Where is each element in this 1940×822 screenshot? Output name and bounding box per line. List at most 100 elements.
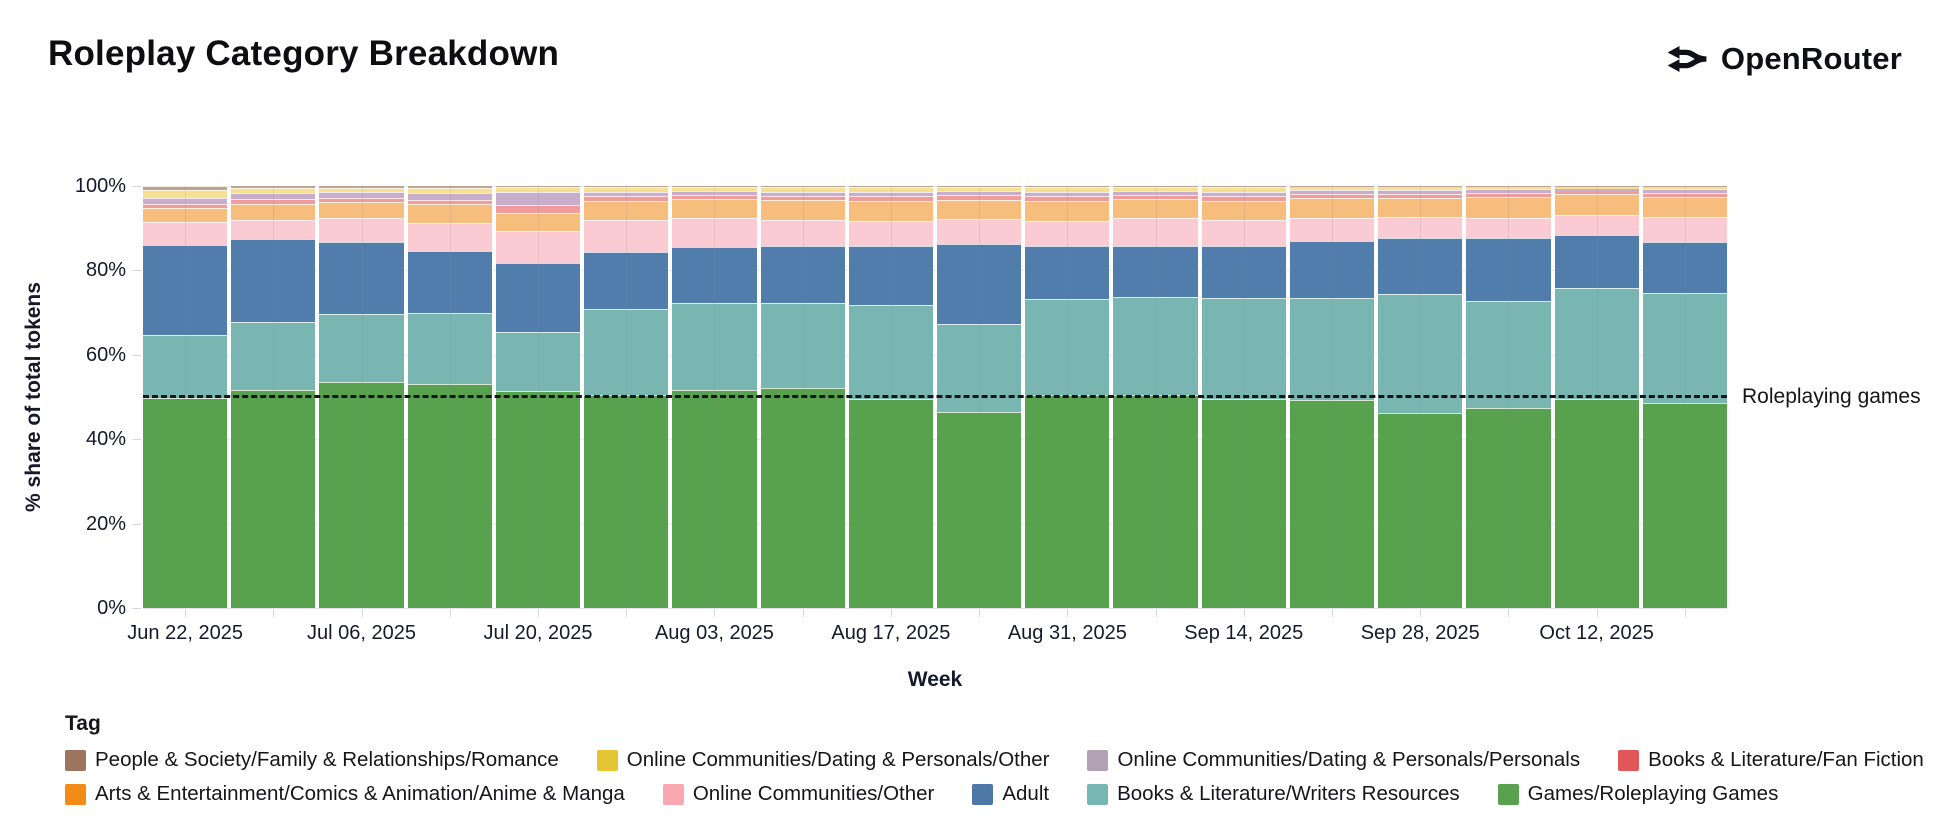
bar-segment[interactable]	[319, 218, 404, 243]
bar-segment[interactable]	[1201, 297, 1286, 399]
bar-segment[interactable]	[1642, 293, 1727, 404]
bar-segment[interactable]	[407, 383, 492, 608]
bar-sep-28-2025[interactable]	[1378, 186, 1463, 608]
bar-segment[interactable]	[1201, 200, 1286, 220]
bar-segment[interactable]	[407, 199, 492, 205]
bar-segment[interactable]	[760, 219, 845, 247]
bar-segment[interactable]	[1289, 298, 1375, 400]
bar-segment[interactable]	[1113, 246, 1198, 297]
bar-segment[interactable]	[672, 390, 757, 608]
bar-jul-06-2025[interactable]	[319, 186, 404, 608]
bar-segment[interactable]	[1025, 201, 1110, 221]
bar-segment[interactable]	[937, 411, 1022, 608]
bar-segment[interactable]	[1025, 186, 1110, 188]
bar-segment[interactable]	[937, 186, 1022, 188]
bar-segment[interactable]	[143, 190, 228, 198]
bar-segment[interactable]	[584, 309, 669, 395]
bar-segment[interactable]	[319, 382, 404, 608]
bar-segment[interactable]	[1378, 186, 1463, 188]
bar-segment[interactable]	[672, 191, 757, 196]
bar-segment[interactable]	[848, 200, 933, 221]
bar-segment[interactable]	[319, 191, 404, 198]
bar-segment[interactable]	[1378, 294, 1463, 414]
bar-segment[interactable]	[407, 313, 492, 384]
bar-segment[interactable]	[760, 186, 845, 188]
bar-segment[interactable]	[495, 213, 581, 231]
bar-segment[interactable]	[1113, 218, 1198, 247]
bar-segment[interactable]	[231, 390, 316, 608]
bar-sep-21-2025[interactable]	[1289, 186, 1375, 608]
bar-segment[interactable]	[1289, 197, 1375, 218]
bar-segment[interactable]	[1113, 395, 1198, 608]
bar-segment[interactable]	[937, 199, 1022, 220]
bar-segment[interactable]	[495, 186, 581, 188]
legend-item[interactable]: Adult	[972, 782, 1049, 806]
bar-segment[interactable]	[1289, 241, 1375, 299]
bar-segment[interactable]	[848, 186, 933, 188]
bar-segment[interactable]	[1554, 191, 1639, 195]
bar-jun-22-2025[interactable]	[143, 186, 228, 608]
bar-segment[interactable]	[1378, 197, 1463, 218]
bar-segment[interactable]	[1642, 186, 1727, 187]
bar-segment[interactable]	[1642, 241, 1727, 294]
bar-segment[interactable]	[319, 313, 404, 383]
bar-segment[interactable]	[848, 220, 933, 247]
bar-segment[interactable]	[672, 187, 757, 192]
bar-segment[interactable]	[584, 219, 669, 253]
bar-segment[interactable]	[1466, 300, 1551, 409]
bar-segment[interactable]	[319, 201, 404, 219]
bar-segment[interactable]	[672, 302, 757, 391]
bar-sep-07-2025[interactable]	[1113, 186, 1198, 608]
bar-segment[interactable]	[1201, 187, 1286, 192]
bar-segment[interactable]	[1554, 186, 1639, 187]
bar-segment[interactable]	[495, 331, 581, 392]
bar-segment[interactable]	[143, 398, 228, 608]
legend-item[interactable]: Games/Roleplaying Games	[1497, 782, 1778, 806]
bar-segment[interactable]	[760, 199, 845, 220]
legend-item[interactable]: People & Society/Family & Relationships/…	[65, 748, 559, 772]
bar-jul-20-2025[interactable]	[495, 186, 581, 608]
bar-segment[interactable]	[672, 247, 757, 303]
legend-item[interactable]: Online Communities/Other	[662, 782, 934, 806]
bar-segment[interactable]	[407, 186, 492, 189]
bar-segment[interactable]	[584, 186, 669, 188]
bar-segment[interactable]	[1025, 245, 1110, 300]
bar-segment[interactable]	[1466, 186, 1551, 187]
legend-item[interactable]: Online Communities/Dating & Personals/Pe…	[1087, 748, 1580, 772]
bar-oct-19-2025[interactable]	[1642, 186, 1727, 608]
bar-segment[interactable]	[584, 191, 669, 197]
bar-segment[interactable]	[319, 197, 404, 202]
bar-jun-29-2025[interactable]	[231, 186, 316, 608]
bar-segment[interactable]	[1554, 186, 1639, 190]
bar-segment[interactable]	[495, 391, 581, 608]
bar-segment[interactable]	[1113, 195, 1198, 199]
bar-segment[interactable]	[1113, 191, 1198, 195]
bar-segment[interactable]	[1289, 399, 1375, 608]
bar-segment[interactable]	[760, 303, 845, 388]
bar-segment[interactable]	[672, 218, 757, 248]
bar-aug-10-2025[interactable]	[760, 186, 845, 608]
bar-segment[interactable]	[495, 187, 581, 192]
bar-segment[interactable]	[848, 187, 933, 192]
legend-item[interactable]: Books & Literature/Fan Fiction	[1618, 748, 1924, 772]
bar-segment[interactable]	[848, 304, 933, 399]
bar-segment[interactable]	[1554, 194, 1639, 216]
bar-segment[interactable]	[1201, 196, 1286, 201]
bar-segment[interactable]	[937, 187, 1022, 192]
bar-segment[interactable]	[1378, 187, 1463, 190]
bar-segment[interactable]	[584, 187, 669, 192]
bar-segment[interactable]	[672, 195, 757, 199]
bar-segment[interactable]	[407, 192, 492, 200]
bar-segment[interactable]	[231, 219, 316, 239]
legend-item[interactable]: Arts & Entertainment/Comics & Animation/…	[65, 782, 625, 806]
bar-segment[interactable]	[1025, 395, 1110, 608]
bar-segment[interactable]	[760, 246, 845, 304]
bar-segment[interactable]	[319, 187, 404, 192]
bar-segment[interactable]	[1289, 193, 1375, 198]
bar-segment[interactable]	[584, 200, 669, 220]
bar-segment[interactable]	[584, 196, 669, 201]
bar-segment[interactable]	[1378, 413, 1463, 608]
bar-segment[interactable]	[495, 191, 581, 206]
bar-segment[interactable]	[1289, 189, 1375, 194]
bar-segment[interactable]	[1554, 215, 1639, 236]
